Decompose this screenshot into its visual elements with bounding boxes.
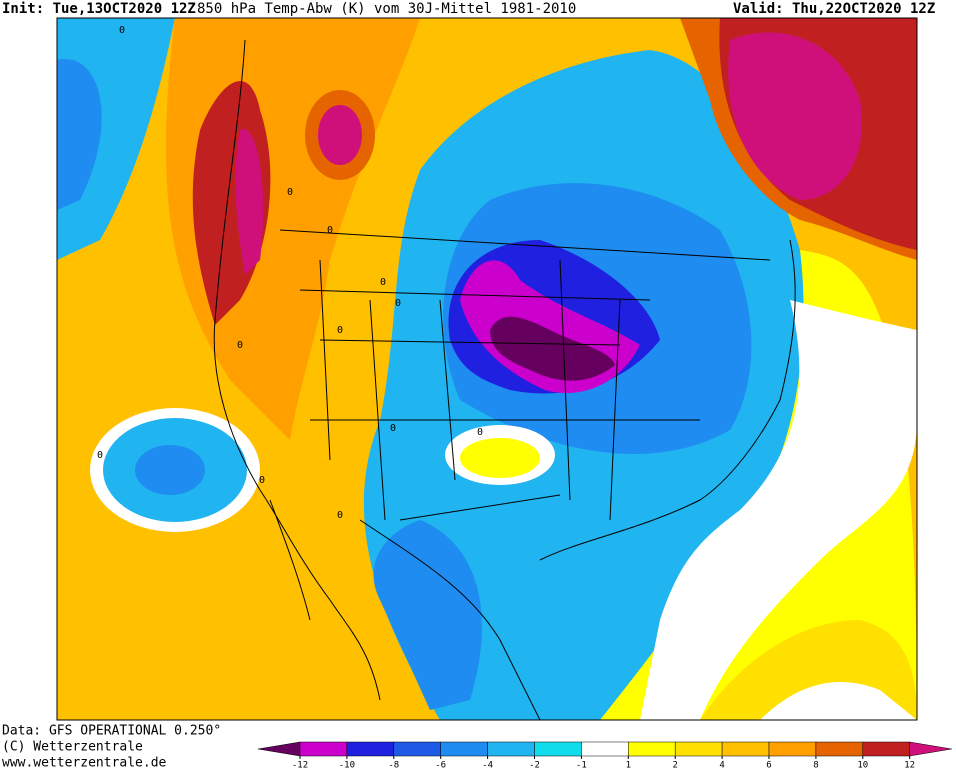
contour-label: 0	[477, 427, 483, 438]
contour-label: 0	[97, 450, 103, 461]
map-title: 850 hPa Temp-Abw (K) vom 30J-Mittel 1981…	[197, 1, 576, 17]
colorbar-segment	[534, 741, 582, 757]
copyright: (C) Wetterzentrale	[2, 740, 143, 755]
colorbar-tick-label: -4	[482, 761, 493, 771]
colorbar-segment	[674, 741, 723, 757]
contour-label: 0	[237, 340, 243, 351]
colorbar-segment	[721, 741, 770, 757]
colorbar-segment	[768, 741, 817, 757]
colorbar-tick-label: -1	[576, 761, 587, 771]
website: www.wetterzentrale.de	[2, 756, 167, 771]
colorbar-tick-label: -8	[388, 761, 399, 771]
init-time: Init: Tue,13OCT2020 12Z	[2, 1, 196, 17]
colorbar-segment	[440, 741, 488, 757]
colorbar-tick-label: 4	[719, 761, 724, 771]
data-source: Data: GFS OPERATIONAL 0.250°	[2, 724, 221, 739]
contour-label: 0	[380, 277, 386, 288]
colorbar-tick-label: -12	[292, 761, 308, 771]
contour-label: 0	[259, 475, 265, 486]
contour-label: 0	[395, 298, 401, 309]
contour-label: 0	[327, 225, 333, 236]
colorbar-tick-label: 2	[672, 761, 677, 771]
colorbar-segment	[581, 741, 629, 757]
colorbar-tick-label: -6	[435, 761, 446, 771]
colorbar-tick-label: 10	[857, 761, 868, 771]
colorbar: -12 -10 -8 -6 -4 -2 -1 1 2 4 6 8 10 12	[257, 741, 952, 771]
contour-label: 0	[337, 510, 343, 521]
colorbar-end	[257, 741, 301, 757]
colorbar-segment	[487, 741, 535, 757]
colorbar-tick-label: 1	[626, 761, 631, 771]
map	[56, 17, 918, 721]
colorbar-segment	[393, 741, 441, 757]
colorbar-tick-label: 6	[766, 761, 771, 771]
contour-label: 0	[119, 25, 125, 36]
colorbar-end	[909, 741, 952, 757]
colorbar-segment	[299, 741, 348, 757]
colorbar-tick-label: -10	[339, 761, 355, 771]
valid-time: Valid: Thu,22OCT2020 12Z	[733, 1, 935, 17]
contour-label: 0	[337, 325, 343, 336]
colorbar-tick-label: 12	[904, 761, 915, 771]
colorbar-segment	[815, 741, 864, 757]
colorbar-segment	[862, 741, 910, 757]
contour-label: 0	[287, 187, 293, 198]
contour-label: 0	[390, 423, 396, 434]
colorbar-tick-label: -2	[529, 761, 540, 771]
colorbar-tick-label: 8	[813, 761, 818, 771]
colorbar-segment	[628, 741, 676, 757]
colorbar-segment	[346, 741, 395, 757]
